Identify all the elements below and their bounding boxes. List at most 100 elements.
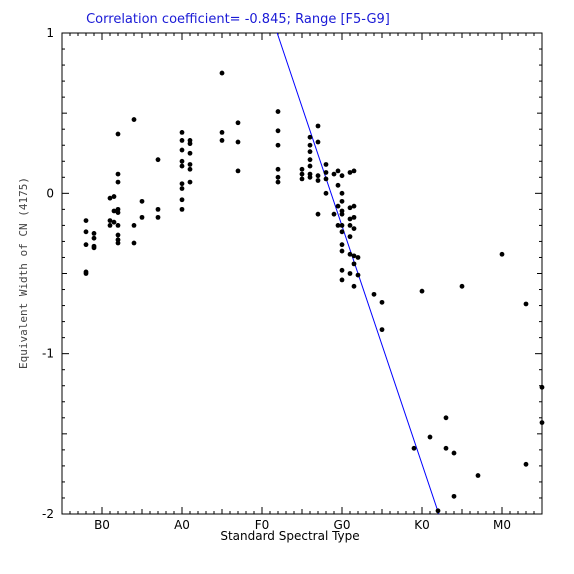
y-tick-label: -1 xyxy=(42,347,54,361)
data-point xyxy=(139,214,145,220)
data-point xyxy=(339,267,345,273)
data-point xyxy=(323,170,329,175)
data-point xyxy=(187,150,193,156)
y-axis-label: Equivalent Width of CN (4175) xyxy=(17,177,30,369)
data-point xyxy=(107,218,113,223)
data-point xyxy=(131,240,137,246)
data-point xyxy=(187,162,193,167)
x-tick-label: G0 xyxy=(334,518,351,532)
data-point xyxy=(451,493,457,499)
data-point xyxy=(179,206,185,212)
x-axis: B0 A0 F0 G0 K0 M0 xyxy=(61,33,543,532)
data-point xyxy=(131,223,137,228)
data-point xyxy=(351,203,357,209)
data-point xyxy=(339,173,345,179)
data-point xyxy=(107,195,113,201)
data-point xyxy=(539,420,545,426)
data-point xyxy=(339,211,345,217)
data-point xyxy=(339,190,345,196)
data-point xyxy=(427,434,433,440)
data-point xyxy=(155,206,161,212)
data-point xyxy=(443,445,449,451)
data-point xyxy=(115,131,121,137)
y-tick-label: 1 xyxy=(46,26,54,40)
data-point xyxy=(219,130,225,135)
data-point xyxy=(315,139,321,145)
data-point xyxy=(315,178,321,183)
y-tick-label: -2 xyxy=(42,507,54,521)
data-point xyxy=(419,288,425,294)
data-point xyxy=(435,508,441,514)
x-tick-label: K0 xyxy=(414,518,430,532)
data-point xyxy=(351,226,357,232)
data-point xyxy=(275,174,281,180)
data-point xyxy=(339,277,345,283)
data-point xyxy=(339,242,345,248)
data-point xyxy=(351,283,357,289)
scatter-points xyxy=(83,70,545,514)
data-point xyxy=(115,223,121,228)
data-point xyxy=(335,168,341,174)
x-axis-label: Standard Spectral Type xyxy=(220,529,359,543)
data-point xyxy=(371,291,377,297)
data-point xyxy=(179,158,185,164)
data-point xyxy=(347,271,353,276)
data-point xyxy=(139,198,145,204)
data-point xyxy=(347,234,353,240)
data-point xyxy=(307,174,313,180)
chart-title: Correlation coefficient= -0.845; Range [… xyxy=(86,12,390,27)
data-point xyxy=(307,149,313,155)
y-axis: 1 0 -1 -2 xyxy=(42,26,542,521)
data-point xyxy=(275,166,281,172)
data-point xyxy=(523,461,529,467)
data-point xyxy=(307,134,313,140)
data-point xyxy=(339,248,345,254)
data-point xyxy=(351,261,357,267)
data-point xyxy=(351,214,357,220)
data-point xyxy=(179,186,185,191)
data-point xyxy=(187,166,193,172)
data-point xyxy=(355,272,361,278)
x-tick-label: M0 xyxy=(493,518,511,532)
data-point xyxy=(219,70,225,76)
data-point xyxy=(275,109,281,114)
data-point xyxy=(115,240,121,246)
data-point xyxy=(339,229,345,235)
data-point xyxy=(299,176,305,182)
data-point xyxy=(351,168,357,174)
data-point xyxy=(107,223,113,228)
data-point xyxy=(347,170,353,175)
y-tick-label: 0 xyxy=(46,186,54,200)
data-point xyxy=(83,229,89,235)
data-point xyxy=(83,271,89,276)
data-point xyxy=(335,182,341,188)
data-point xyxy=(347,251,353,257)
data-point xyxy=(331,211,337,217)
data-point xyxy=(451,450,457,456)
data-point xyxy=(443,415,449,421)
data-point xyxy=(83,242,89,248)
data-point xyxy=(115,232,121,238)
data-point xyxy=(179,147,185,153)
data-point xyxy=(459,283,465,289)
data-point xyxy=(331,171,337,177)
data-point xyxy=(323,190,329,196)
data-point xyxy=(111,194,117,199)
data-point xyxy=(235,120,241,126)
data-point xyxy=(355,255,361,260)
data-point xyxy=(115,179,121,185)
x-tick-label: B0 xyxy=(94,518,110,532)
data-point xyxy=(111,219,117,225)
x-tick-label: A0 xyxy=(174,518,190,532)
data-point xyxy=(339,198,345,204)
data-point xyxy=(299,171,305,177)
data-point xyxy=(179,138,185,143)
data-point xyxy=(91,245,97,251)
data-point xyxy=(179,130,185,135)
data-point xyxy=(187,141,193,147)
data-point xyxy=(111,208,117,214)
data-point xyxy=(379,299,385,305)
data-point xyxy=(347,223,353,228)
data-point xyxy=(275,128,281,134)
data-point xyxy=(179,181,185,187)
